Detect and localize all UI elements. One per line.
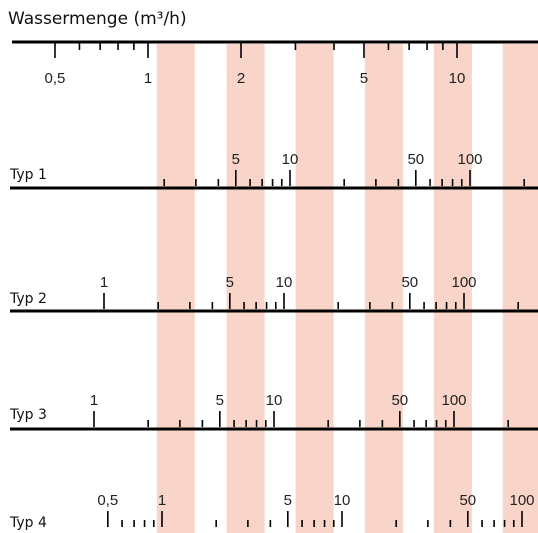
ticks-typ-1 — [163, 170, 525, 186]
typ-4-tick-label-0-5: 0,5 — [97, 492, 118, 509]
scale-row-typ-4: Typ 4 0,5 1 5 10 50 100 — [9, 492, 535, 531]
typ-4-tick-label-10: 10 — [334, 492, 351, 509]
typ-4-tick-label-5: 5 — [284, 492, 292, 509]
top-tick-label-5: 5 — [360, 70, 368, 87]
scale-row-typ-1: Typ 1 51050100500 — [9, 151, 538, 190]
typ-2-tick-label-50: 50 — [401, 274, 418, 291]
typ-3-tick-label-1: 1 — [90, 392, 98, 409]
labels-typ-2: 1 5 10 50 100 — [100, 274, 477, 291]
top-tick-label-10: 10 — [449, 70, 466, 87]
typ-3-tick-label-5: 5 — [216, 392, 224, 409]
typ-4-tick-label-50: 50 — [459, 492, 476, 509]
labels-typ-1: 51050100500 — [232, 151, 483, 168]
typ-3-tick-label-10: 10 — [266, 392, 283, 409]
highlight-band-4 — [364, 44, 403, 533]
highlight-band-1 — [156, 44, 195, 533]
typ-2-tick-label-5: 5 — [226, 274, 234, 291]
typ-2-tick-label-10: 10 — [276, 274, 293, 291]
ticks-typ-4 — [107, 511, 523, 527]
top-tick-label-1: 1 — [144, 70, 152, 87]
typ-1-tick-label-100: 100 — [457, 151, 482, 168]
row-label-typ-4: Typ 4 — [9, 515, 47, 531]
scale-row-typ-2: Typ 2 1 5 10 50 100 — [9, 274, 538, 313]
highlight-band-3 — [295, 44, 334, 533]
top-tick-label-0-5: 0,5 — [45, 70, 66, 87]
row-label-typ-3: Typ 3 — [9, 407, 47, 423]
highlight-band-2 — [226, 44, 265, 533]
typ-3-tick-label-50: 50 — [391, 392, 408, 409]
labels-typ-3: 1 5 10 50 100 — [90, 392, 467, 409]
typ-2-tick-label-1: 1 — [100, 274, 108, 291]
row-label-typ-1: Typ 1 — [9, 167, 47, 183]
top-tick-label-2: 2 — [237, 70, 245, 87]
typ-2-tick-label-100: 100 — [451, 274, 476, 291]
typ-4-tick-label-100: 100 — [509, 492, 534, 509]
labels-typ-4: 0,5 1 5 10 50 100 — [97, 492, 534, 509]
row-label-typ-2: Typ 2 — [9, 291, 47, 307]
top-scale-labels: 0,5 1 2 5 10 — [45, 70, 466, 87]
typ-1-tick-label-5: 5 — [232, 151, 240, 168]
highlight-band-6 — [502, 44, 538, 533]
typ-1-tick-label-50: 50 — [407, 151, 424, 168]
scale-row-typ-3: Typ 3 1 5 10 50 100 — [9, 392, 538, 431]
diagram-title: Wassermenge (m³/h) — [8, 9, 187, 29]
ticks-typ-3 — [93, 411, 509, 427]
highlight-band-5 — [433, 44, 472, 533]
top-scale-ticks — [54, 42, 458, 58]
highlight-bands — [156, 44, 538, 533]
typ-4-tick-label-1: 1 — [158, 492, 166, 509]
typ-3-tick-label-100: 100 — [441, 392, 466, 409]
top-scale: 0,5 1 2 5 10 — [12, 40, 538, 87]
typ-1-tick-label-10: 10 — [282, 151, 299, 168]
ticks-typ-2 — [103, 293, 519, 309]
